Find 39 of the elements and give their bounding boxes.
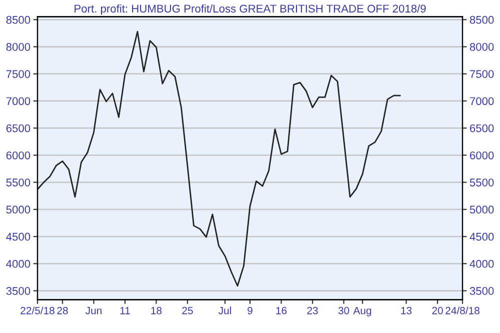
x-tick-label: 18 (151, 306, 162, 314)
x-tick-label: 28 (57, 306, 68, 314)
y-tick-label: 4000 (6, 260, 30, 268)
x-tick-label: 22/5/18 (20, 306, 54, 314)
y2-tick-label: 4000 (470, 260, 494, 268)
y2-tick-label: 4500 (470, 232, 494, 241)
y-tick-label: 7000 (6, 97, 30, 106)
chart-title: Port. profit: HUMBUG Profit/Loss GREAT BRITISH TRADE OFF 2018/9 (74, 4, 426, 15)
y2-tick-label: 7000 (470, 97, 494, 106)
line-series (38, 30, 401, 287)
y-tick-label: 6000 (6, 151, 30, 160)
y2-tick-label: 3500 (470, 287, 494, 295)
y-tick-label: 8500 (6, 16, 30, 24)
y2-tick-label: 7500 (470, 70, 494, 78)
x-tick-label: 13 (401, 306, 412, 314)
y-tick-label: 7500 (6, 70, 30, 78)
y-tick-label: 4500 (6, 232, 30, 241)
y2-tick-label: 8000 (470, 43, 494, 51)
x-tick-label: 20 (432, 306, 443, 314)
y2-tick-label: 6000 (470, 151, 494, 160)
y2-tick-label: 8500 (470, 16, 494, 24)
x-tick-label: 9 (248, 306, 252, 314)
y-tick-label: 5000 (6, 206, 30, 214)
y-tick-label: 3500 (6, 287, 30, 295)
x-tick-label: 16 (276, 306, 287, 314)
y2-tick-label: 5500 (470, 178, 494, 186)
y-tick-label: 5500 (6, 178, 30, 186)
x-tick-label: 30 (338, 306, 350, 314)
x-tick-label: Jul (218, 306, 231, 314)
y-tick-label: 8000 (6, 43, 30, 51)
y-tick-label: 6500 (6, 124, 30, 132)
x-tick-label: 25 (182, 306, 193, 314)
y2-tick-label: 6500 (470, 124, 494, 132)
x-tick-label: 24/8/18 (446, 306, 480, 314)
y2-tick-label: 5000 (470, 206, 494, 214)
x-tick-label: 23 (307, 306, 318, 314)
x-tick-label: 11 (120, 307, 130, 314)
x-tick-label: Jun (86, 307, 102, 314)
x-tick-label: Aug (353, 307, 372, 316)
